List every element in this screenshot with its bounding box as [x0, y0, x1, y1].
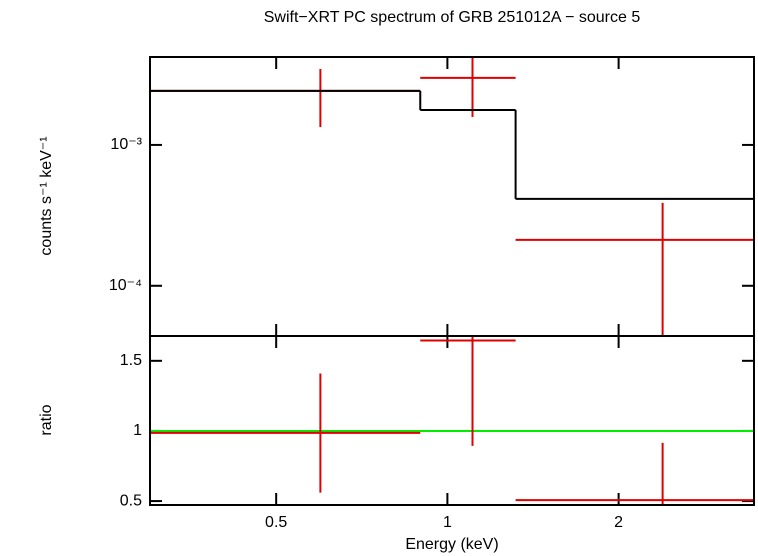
y-tick-label: 10⁻³ — [110, 136, 142, 153]
y-axis-label: counts s⁻¹ keV⁻¹ — [38, 136, 55, 255]
x-tick-label: 2 — [614, 514, 623, 531]
x-axis-label: Energy (keV) — [405, 536, 498, 553]
y-tick-label: 1 — [133, 422, 142, 439]
y-tick-label: 0.5 — [120, 492, 142, 509]
x-tick-label: 1 — [443, 514, 452, 531]
x-tick-label: 0.5 — [265, 514, 287, 531]
y-tick-label: 1.5 — [120, 352, 142, 369]
y-tick-label: 10⁻⁴ — [109, 277, 142, 294]
plot-frame — [149, 335, 755, 506]
y-axis-label: ratio — [38, 404, 55, 435]
chart-title: Swift−XRT PC spectrum of GRB 251012A − s… — [264, 9, 641, 26]
